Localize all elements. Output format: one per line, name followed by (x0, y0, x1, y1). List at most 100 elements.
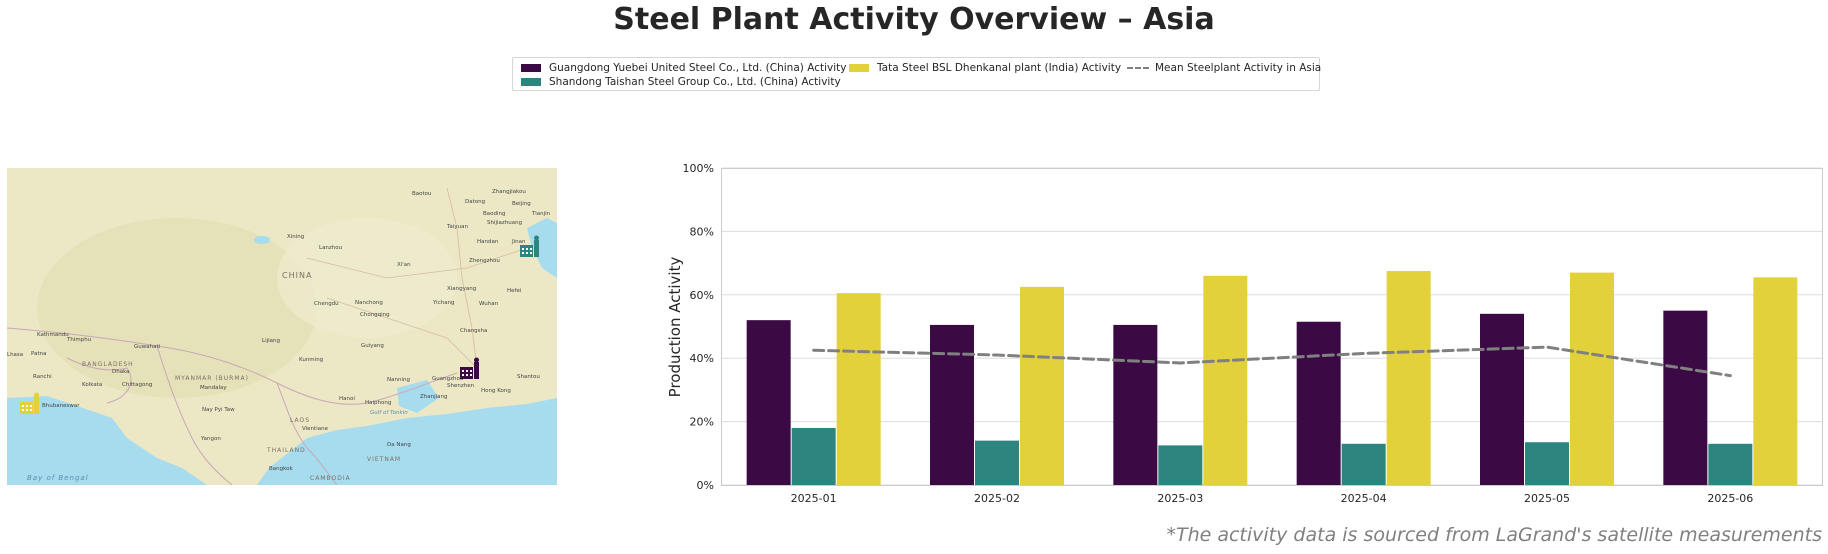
map-border-1 (7, 327, 458, 405)
map-city-label: Kolkata (82, 382, 102, 388)
y-tick-label: 60% (690, 289, 714, 302)
map-border-2 (156, 345, 233, 485)
legend-label-mean: Mean Steelplant Activity in Asia (1155, 62, 1322, 74)
legend: Guangdong Yuebei United Steel Co., Ltd. … (512, 57, 1322, 91)
map-border-3 (276, 382, 338, 485)
map-city-label: Kunming (299, 357, 323, 363)
y-axis-label: Production Activity (666, 257, 684, 398)
map-city-label: Baoding (483, 211, 506, 217)
map-city-label: Kathmandu (37, 332, 69, 338)
bar (1020, 286, 1064, 485)
map-city-label: Lanzhou (319, 245, 342, 251)
x-tick-label: 2025-04 (1341, 492, 1387, 505)
map-city-label: Hanoi (339, 396, 355, 402)
map-city-label: Chengdu (314, 301, 339, 307)
map-city-label: Lhasa (7, 352, 23, 358)
map-marker-guangdong (460, 357, 479, 379)
map-country-label: VIETNAM (367, 456, 401, 463)
footnote: *The activity data is sourced from LaGra… (1166, 524, 1822, 546)
map-city-label: Jinan (511, 239, 526, 245)
map-city-label: Datong (465, 199, 485, 205)
bar (1663, 310, 1708, 485)
bar (975, 440, 1019, 485)
factory-icon (460, 357, 479, 379)
map-city-label: Dhaka (112, 369, 130, 375)
bar (746, 320, 791, 485)
legend-swatch-shandong (521, 78, 541, 86)
factory-icon (20, 392, 39, 414)
map-city-label: Zhengzhou (469, 258, 500, 264)
map-city-label: Hefei (507, 288, 522, 294)
bar (1480, 313, 1524, 485)
map-city-label: Bangkok (269, 466, 293, 472)
map-city-label: Shenzhen (447, 383, 475, 389)
y-tick-label: 20% (690, 416, 714, 429)
x-tick-label: 2025-01 (791, 492, 837, 505)
y-tick-label: 100% (683, 162, 714, 175)
map-ocean-bay-of-bengal (7, 396, 207, 485)
map-city-label: Nay Pyi Taw (202, 407, 235, 413)
bar (1570, 272, 1614, 485)
map-city-label: Baotou (412, 191, 432, 197)
map-city-label: Da Nang (387, 442, 411, 448)
bar-layer (746, 271, 1798, 485)
map-country-label: LAOS (290, 417, 310, 424)
bar (1525, 442, 1569, 485)
map-plain-shading (277, 218, 457, 338)
bar (1708, 443, 1753, 485)
map-city-label: Nanning (387, 377, 410, 383)
bar (1113, 324, 1158, 485)
map-city-label: Nanchong (355, 300, 383, 306)
x-tick-label: 2025-02 (974, 492, 1020, 505)
x-tick-label: 2025-05 (1524, 492, 1570, 505)
x-tick-labels: 2025-01 2025-02 2025-03 2025-04 2025-05 2025-… (791, 492, 1754, 505)
map-city-label: Handan (477, 239, 499, 245)
map-marker-shandong (520, 235, 539, 257)
map-ocean-yellow-sea (527, 218, 557, 278)
map-city-label: Guwahati (134, 344, 161, 350)
map-city-label: Mandalay (200, 385, 227, 391)
map-city-label: Xining (287, 234, 304, 240)
map-road-1 (306, 247, 528, 279)
map-ocean-south-china-sea (257, 398, 557, 485)
grid-layer (722, 167, 1822, 486)
map-country-label: CAMBODIA (310, 475, 351, 482)
map-sea-label: Bay of Bengal (27, 474, 89, 482)
map-road-2 (326, 297, 478, 369)
map-marker-tata (20, 392, 39, 414)
legend-label-guangdong: Guangdong Yuebei United Steel Co., Ltd. … (549, 62, 847, 74)
mean-line-layer (812, 345, 1732, 378)
x-tick-label: 2025-06 (1707, 492, 1753, 505)
map-svg: CHINA MYANMAR (BURMA) THAILAND LAOS VIET… (7, 168, 557, 485)
map-city-label: Yangon (200, 436, 221, 442)
map-city-label: Xi'an (397, 262, 411, 268)
map-city-label: Vientiane (302, 426, 329, 432)
map-city-label: Guiyang (361, 343, 384, 349)
map-city-label: Lijiang (262, 338, 280, 344)
map-city-label: Thimphu (66, 337, 91, 343)
map-country-label: CHINA (282, 271, 312, 280)
y-tick-label: 0% (697, 479, 714, 492)
bar (1341, 443, 1386, 485)
legend-label-shandong: Shandong Taishan Steel Group Co., Ltd. (… (549, 76, 841, 88)
bar (930, 324, 974, 485)
map-city-label: Chongqing (360, 312, 390, 318)
map-city-label: Guangzhou (432, 376, 463, 382)
bar (1296, 321, 1341, 485)
map-country-label: BANGLADESH (82, 361, 134, 368)
legend-swatch-guangdong (521, 64, 541, 72)
y-tick-labels: 0% 20% 40% 60% 80% 100% (683, 162, 714, 492)
bar (836, 293, 881, 485)
map-city-label: Tianjin (531, 211, 551, 217)
map-city-label: Chittagong (122, 382, 152, 388)
map-city-label: Zhangjiakou (492, 189, 526, 195)
y-tick-label: 40% (690, 352, 714, 365)
legend-label-tata: Tata Steel BSL Dhenkanal plant (India) A… (877, 62, 1122, 74)
map-city-label: Haiphong (365, 400, 391, 406)
map-city-label: Bhubaneswar (42, 403, 80, 409)
legend-dash-mean (1127, 67, 1149, 69)
bar (791, 427, 836, 485)
y-tick-label: 80% (690, 225, 714, 238)
map-country-label: MYANMAR (BURMA) (175, 375, 249, 382)
